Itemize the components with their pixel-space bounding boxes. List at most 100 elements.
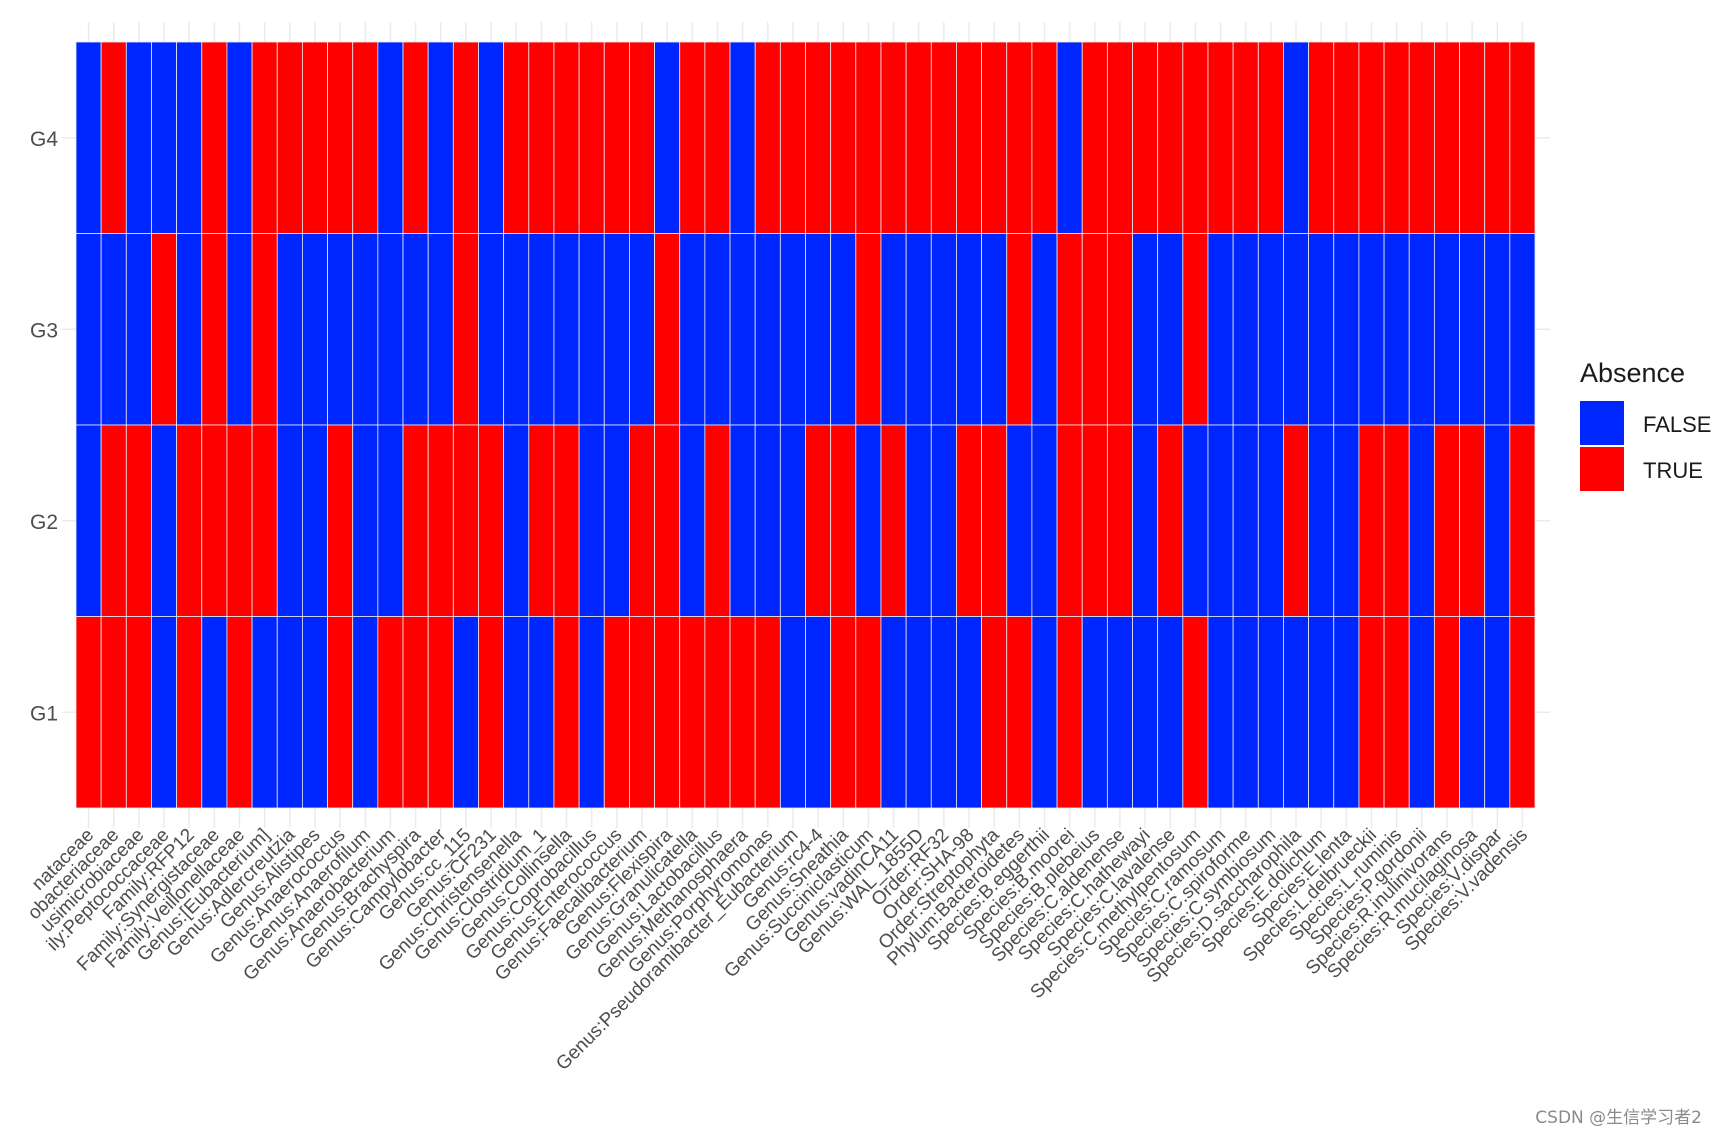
heatmap-tile — [956, 616, 982, 809]
y-tick-label: G4 — [30, 128, 58, 151]
heatmap-tile — [981, 41, 1008, 234]
heatmap-tile — [1031, 424, 1058, 617]
heatmap-tile — [855, 41, 882, 234]
heatmap-tile — [75, 616, 102, 809]
heatmap-tile — [1358, 616, 1385, 809]
heatmap-tile — [1408, 233, 1435, 426]
heatmap-tile — [1383, 616, 1410, 809]
heatmap-tile — [1031, 233, 1058, 426]
heatmap-tile — [1459, 424, 1486, 617]
heatmap-tile — [100, 41, 127, 234]
heatmap-tile — [1232, 616, 1259, 809]
heatmap-tile — [930, 41, 957, 234]
heatmap-tile — [1106, 424, 1133, 617]
heatmap-tile — [1132, 616, 1159, 809]
heatmap-tile — [352, 424, 379, 617]
heatmap-tile — [603, 424, 630, 617]
heatmap-tile — [704, 41, 731, 234]
heatmap-tile — [1433, 424, 1460, 617]
heatmap-tile — [1484, 424, 1511, 617]
heatmap-tile — [452, 424, 479, 617]
heatmap-tile — [503, 41, 530, 234]
heatmap-tile — [1106, 41, 1133, 234]
heatmap-tile — [125, 424, 152, 617]
heatmap-tile — [578, 616, 605, 809]
heatmap-tile — [679, 233, 706, 426]
heatmap-tile — [1257, 616, 1284, 809]
heatmap-tile — [151, 233, 178, 426]
heatmap-tile — [1132, 41, 1159, 234]
heatmap-tile — [352, 616, 379, 809]
heatmap-tile — [905, 41, 932, 234]
heatmap-tile — [830, 424, 857, 617]
heatmap-tile — [1333, 233, 1360, 426]
heatmap-tile — [629, 233, 655, 426]
y-tick-label: G1 — [30, 702, 58, 725]
legend-title: Absence — [1580, 358, 1685, 388]
heatmap-tile — [880, 41, 907, 234]
heatmap-tile — [1232, 233, 1259, 426]
heatmap-tile — [1081, 424, 1108, 617]
heatmap-tile — [1081, 41, 1108, 234]
heatmap-tile — [805, 616, 832, 809]
heatmap-tile — [1283, 41, 1310, 234]
heatmap-tile — [352, 233, 379, 426]
heatmap-tile — [855, 424, 882, 617]
heatmap-tile — [603, 616, 630, 809]
heatmap-tile — [478, 616, 505, 809]
heatmap-tile — [779, 233, 806, 426]
heatmap-tile — [1484, 233, 1511, 426]
heatmap-tile — [729, 41, 756, 234]
heatmap-tile — [830, 616, 857, 809]
heatmap-tile — [704, 616, 731, 809]
heatmap-tile — [1157, 424, 1184, 617]
heatmap-tile — [1207, 424, 1234, 617]
heatmap-tile — [452, 616, 479, 809]
heatmap-tile — [327, 424, 354, 617]
heatmap-tile — [930, 616, 957, 809]
heatmap-tile — [553, 616, 580, 809]
heatmap-tile — [452, 41, 479, 234]
heatmap-tile — [956, 41, 982, 234]
heatmap-tile — [1383, 233, 1410, 426]
heatmap-tile — [276, 41, 303, 234]
heatmap-tile — [327, 233, 354, 426]
heatmap-tile — [1308, 616, 1335, 809]
heatmap-tile — [1006, 616, 1033, 809]
heatmap-tile — [1182, 41, 1209, 234]
heatmap-tile — [855, 616, 882, 809]
heatmap-tile — [1182, 616, 1209, 809]
heatmap-tile — [503, 424, 530, 617]
heatmap-tile — [201, 233, 228, 426]
heatmap-tile — [1157, 616, 1184, 809]
heatmap-tile — [553, 233, 580, 426]
heatmap-tile — [1056, 233, 1083, 426]
heatmap-tile — [402, 233, 429, 426]
x-axis-tick-labels: nataceaeobacteriaceaeusimicrobiaceaeily:… — [24, 824, 1532, 1075]
heatmap-tile — [125, 616, 152, 809]
heatmap-tile — [327, 616, 354, 809]
heatmap-tile — [276, 424, 303, 617]
heatmap-tile — [1106, 616, 1133, 809]
heatmap-tile — [402, 424, 429, 617]
heatmap-tile — [779, 424, 806, 617]
heatmap-tile — [1283, 233, 1310, 426]
heatmap-tile — [201, 424, 228, 617]
heatmap-tile — [1031, 616, 1058, 809]
heatmap-tile — [528, 616, 555, 809]
heatmap-tile — [1358, 424, 1385, 617]
heatmap-tile — [1433, 616, 1460, 809]
heatmap-tile — [629, 424, 655, 617]
heatmap-tile — [151, 616, 178, 809]
heatmap-tile — [301, 616, 328, 809]
heatmap-tile — [603, 233, 630, 426]
heatmap-tile — [553, 424, 580, 617]
heatmap-tile — [377, 233, 404, 426]
heatmap-tile — [805, 233, 832, 426]
heatmap-tile — [427, 233, 454, 426]
heatmap-tile — [402, 41, 429, 234]
heatmap-tile — [553, 41, 580, 234]
heatmap-tile — [729, 424, 756, 617]
heatmap-tile — [1182, 424, 1209, 617]
heatmap-tile — [151, 424, 178, 617]
